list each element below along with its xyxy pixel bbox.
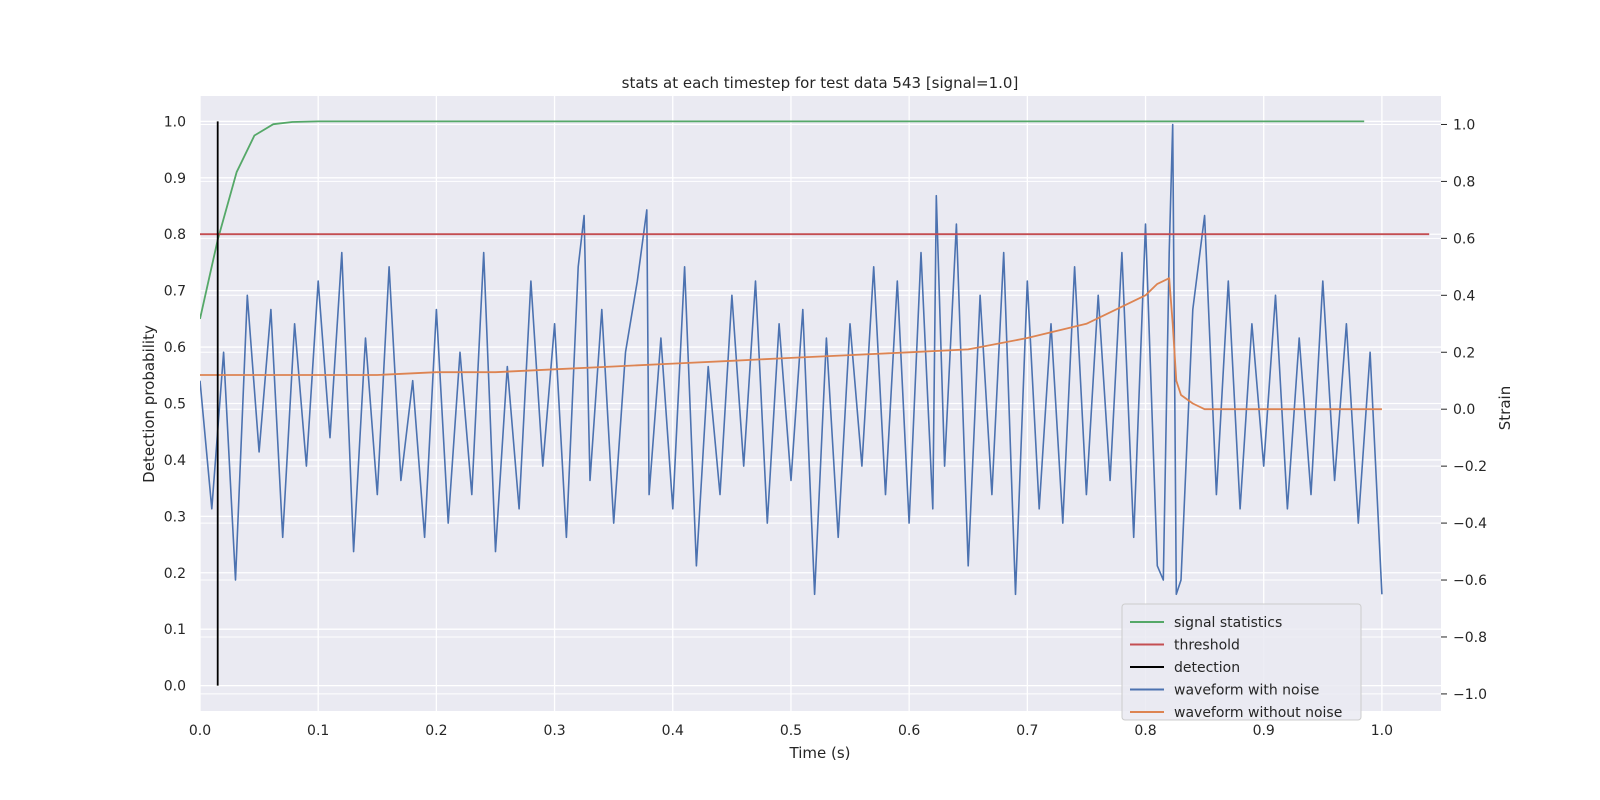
legend-label: threshold (1174, 638, 1240, 654)
x-axis-ticks: 0.0 0.1 0.2 0.3 0.4 0.5 0.6 0.7 0.8 0.9 1.0 (189, 723, 1393, 739)
left-y-tick-label: 0.4 (164, 453, 186, 469)
chart-title: stats at each timestep for test data 543… (622, 74, 1019, 92)
left-y-tick-label: 0.7 (164, 284, 186, 300)
waveform-without-noise-line (200, 277, 1382, 411)
right-y-tick-label: 1.0 (1453, 117, 1475, 133)
left-y-tick-label: 0.5 (164, 397, 186, 413)
right-y-tick-label: −1.0 (1453, 687, 1487, 703)
legend: signal statistics threshold detection wavef… (1121, 603, 1362, 721)
x-tick-label: 0.5 (780, 723, 802, 739)
right-y-axis-ticks: −1.0 −0.8 −0.6 −0.4 −0.2 0.0 0.2 0.4 0.6 0.8 1.0 (1441, 117, 1487, 703)
x-tick-label: 1.0 (1371, 723, 1393, 739)
x-tick-label: 0.7 (1016, 723, 1038, 739)
right-y-tick-label: −0.8 (1453, 630, 1487, 646)
x-tick-label: 0.9 (1253, 723, 1275, 739)
right-y-tick-label: 0.2 (1453, 345, 1475, 361)
left-y-tick-label: 0.8 (164, 227, 186, 243)
x-tick-label: 0.3 (543, 723, 565, 739)
x-tick-label: 0.4 (662, 723, 684, 739)
left-y-tick-label: 0.3 (164, 509, 186, 525)
x-tick-label: 0.1 (307, 723, 329, 739)
x-tick-label: 0.2 (425, 723, 447, 739)
signal-statistics-line (200, 120, 1365, 320)
left-y-tick-label: 0.2 (164, 566, 186, 582)
legend-label: detection (1174, 660, 1240, 676)
right-y-tick-label: 0.8 (1453, 174, 1475, 190)
right-y-tick-label: 0.0 (1453, 402, 1475, 418)
x-axis-label: Time (s) (789, 744, 851, 762)
right-y-tick-label: 0.4 (1453, 288, 1475, 304)
left-y-tick-label: 0.1 (164, 622, 186, 638)
legend-label: waveform without noise (1174, 705, 1342, 721)
right-y-axis-label: Strain (1496, 386, 1514, 430)
legend-box (1121, 603, 1362, 721)
right-y-tick-label: −0.6 (1453, 573, 1487, 589)
right-y-tick-label: 0.6 (1453, 231, 1475, 247)
waveform-with-noise-line (200, 123, 1383, 596)
plot-area (200, 120, 1430, 686)
left-y-tick-label: 0.6 (164, 340, 186, 356)
x-tick-label: 0.0 (189, 723, 211, 739)
left-y-tick-label: 1.0 (164, 114, 186, 130)
legend-label: waveform with noise (1174, 683, 1319, 699)
right-y-tick-label: −0.2 (1453, 459, 1487, 475)
x-tick-label: 0.6 (898, 723, 920, 739)
left-y-tick-label: 0.9 (164, 171, 186, 187)
legend-label: signal statistics (1174, 615, 1282, 631)
x-tick-label: 0.8 (1134, 723, 1156, 739)
left-y-axis-ticks: 0.0 0.1 0.2 0.3 0.4 0.5 0.6 0.7 0.8 0.9 1.0 (164, 114, 186, 694)
left-y-axis-label: Detection probability (140, 325, 158, 483)
right-y-tick-label: −0.4 (1453, 516, 1487, 532)
left-y-tick-label: 0.0 (164, 679, 186, 695)
